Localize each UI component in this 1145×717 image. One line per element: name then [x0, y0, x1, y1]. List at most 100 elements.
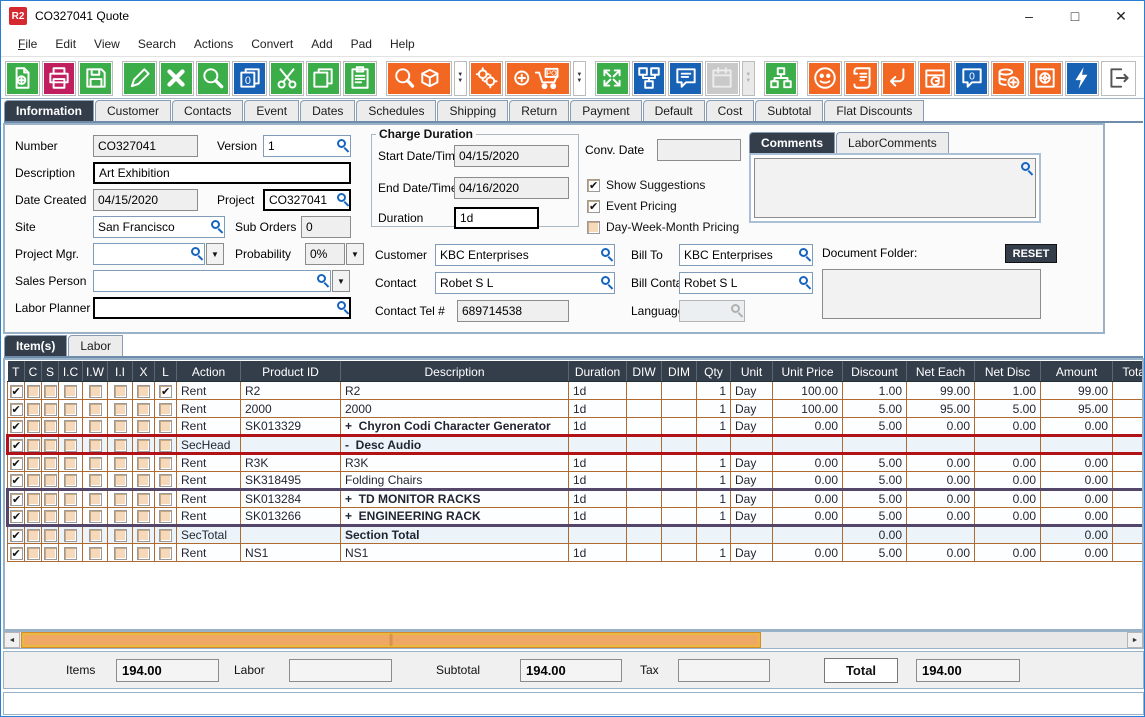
- sales-person-dropdown[interactable]: ▼: [332, 270, 350, 292]
- cell-product-id[interactable]: [240, 434, 341, 455]
- row-7-i-i-checkbox[interactable]: [113, 493, 127, 507]
- return-button[interactable]: [880, 60, 916, 96]
- row-3-t-checkbox[interactable]: [9, 420, 23, 434]
- cell-action[interactable]: Rent: [176, 543, 241, 562]
- cell-total[interactable]: [1112, 543, 1142, 562]
- version-field[interactable]: [263, 135, 351, 157]
- column-header-x[interactable]: X: [132, 361, 155, 382]
- scroll-right-icon[interactable]: ►: [1127, 632, 1143, 648]
- cell-total[interactable]: [1112, 399, 1142, 418]
- cell-unit-price[interactable]: [772, 434, 843, 455]
- cell-action[interactable]: Rent: [176, 453, 241, 472]
- column-header-product-id[interactable]: Product ID: [240, 361, 341, 382]
- cell-action[interactable]: SecHead: [176, 434, 241, 455]
- cell-total[interactable]: [1112, 507, 1142, 527]
- cell-action[interactable]: Rent: [176, 471, 241, 490]
- cell-total[interactable]: [1112, 488, 1142, 508]
- row-2-i-c-checkbox[interactable]: [64, 402, 77, 416]
- row-9-i-i-checkbox[interactable]: [113, 529, 127, 543]
- column-header-total[interactable]: Total: [1112, 361, 1142, 382]
- cell-description[interactable]: NS1: [340, 543, 569, 562]
- find-item-dropdown[interactable]: ▼ ▼: [453, 60, 467, 96]
- tab-comments[interactable]: Comments: [749, 132, 836, 153]
- table-row[interactable]: Rent200020001d1Day100.005.0095.005.0095.…: [7, 399, 1142, 418]
- row-8-s-checkbox[interactable]: [43, 510, 57, 523]
- project-search-icon[interactable]: [337, 193, 346, 202]
- cell-product-id[interactable]: SK013284: [240, 488, 341, 508]
- cell-amount[interactable]: 95.00: [1040, 399, 1113, 418]
- row-9-l-checkbox[interactable]: [159, 529, 172, 543]
- save-button[interactable]: [78, 60, 114, 96]
- cell-description[interactable]: Folding Chairs: [340, 471, 569, 490]
- column-header-t[interactable]: T: [7, 361, 25, 382]
- cell-action[interactable]: Rent: [176, 399, 241, 418]
- cell-diw[interactable]: [626, 543, 662, 562]
- comments-text-area[interactable]: [754, 158, 1036, 218]
- contact-field[interactable]: [435, 272, 615, 294]
- row-4-i-w-checkbox[interactable]: [88, 438, 102, 451]
- labor-planner-search-icon[interactable]: [337, 301, 346, 310]
- cell-dim[interactable]: [661, 417, 697, 436]
- show-suggestions-checkbox[interactable]: [587, 178, 600, 192]
- probability-dropdown[interactable]: ▼: [346, 243, 364, 265]
- row-9-s-checkbox[interactable]: [43, 529, 57, 543]
- cell-duration[interactable]: 1d: [568, 488, 627, 508]
- menu-search[interactable]: Search: [137, 36, 176, 51]
- cell-action[interactable]: Rent: [176, 381, 241, 400]
- row-1-t-checkbox[interactable]: [9, 384, 23, 398]
- scroll-left-icon[interactable]: ◄: [4, 632, 20, 648]
- row-8-i-i-checkbox[interactable]: [113, 510, 127, 523]
- cell-description[interactable]: + Chyron Codi Character Generator: [340, 417, 569, 436]
- column-header-unit[interactable]: Unit: [730, 361, 773, 382]
- cell-unit-price[interactable]: 100.00: [772, 399, 843, 418]
- bill-to-search-icon[interactable]: [799, 248, 808, 257]
- row-4-s-checkbox[interactable]: [43, 438, 57, 451]
- row-9-i-w-checkbox[interactable]: [88, 529, 102, 543]
- row-5-c-checkbox[interactable]: [26, 457, 40, 471]
- cell-amount[interactable]: 0.00: [1040, 543, 1113, 562]
- cell-net-each[interactable]: 0.00: [906, 471, 975, 490]
- row-2-c-checkbox[interactable]: [26, 402, 40, 416]
- tab-flat-discounts[interactable]: Flat Discounts: [824, 100, 925, 121]
- cell-net-each[interactable]: [906, 434, 975, 455]
- column-header-net-each[interactable]: Net Each: [906, 361, 975, 382]
- tab-laborcomments[interactable]: LaborComments: [836, 132, 949, 153]
- project-mgr-field[interactable]: [93, 243, 205, 265]
- tab-default[interactable]: Default: [642, 100, 705, 121]
- row-3-l-checkbox[interactable]: [159, 420, 172, 434]
- cell-duration[interactable]: [568, 434, 627, 455]
- box-return-button[interactable]: [917, 60, 953, 96]
- cell-diw[interactable]: [626, 507, 662, 527]
- column-header-i-i[interactable]: I.I: [107, 361, 133, 382]
- menu-view[interactable]: View: [94, 36, 120, 51]
- purchase-order-dropdown[interactable]: ▼ ▼: [572, 60, 586, 96]
- cell-unit-price[interactable]: [772, 525, 843, 544]
- row-10-l-checkbox[interactable]: [159, 546, 172, 560]
- cell-amount[interactable]: 0.00: [1040, 471, 1113, 490]
- cell-net-disc[interactable]: 0.00: [974, 453, 1041, 472]
- bill-to-field[interactable]: [679, 244, 813, 266]
- cell-net-disc[interactable]: 0.00: [974, 543, 1041, 562]
- cell-unit-price[interactable]: 0.00: [772, 453, 843, 472]
- row-3-i-c-checkbox[interactable]: [64, 420, 77, 434]
- cell-amount[interactable]: 0.00: [1040, 417, 1113, 436]
- cell-duration[interactable]: 1d: [568, 399, 627, 418]
- cell-qty[interactable]: 1: [696, 488, 731, 508]
- row-6-t-checkbox[interactable]: [9, 474, 23, 488]
- table-row[interactable]: SecTotal Section Total 0.00 0.00: [7, 525, 1142, 544]
- cell-discount[interactable]: [842, 434, 907, 455]
- cut-button[interactable]: [269, 60, 304, 96]
- cell-dim[interactable]: [661, 488, 697, 508]
- menu-convert[interactable]: Convert: [251, 36, 294, 51]
- row-5-i-c-checkbox[interactable]: [64, 457, 77, 471]
- cell-unit[interactable]: Day: [730, 543, 773, 562]
- row-10-i-i-checkbox[interactable]: [113, 546, 127, 560]
- site-search-icon[interactable]: [211, 220, 220, 229]
- find-item-button[interactable]: [386, 60, 452, 96]
- cell-discount[interactable]: 5.00: [842, 417, 907, 436]
- minimize-button[interactable]: –: [1025, 8, 1033, 24]
- cell-total[interactable]: [1112, 417, 1142, 436]
- notes-button[interactable]: [844, 60, 879, 96]
